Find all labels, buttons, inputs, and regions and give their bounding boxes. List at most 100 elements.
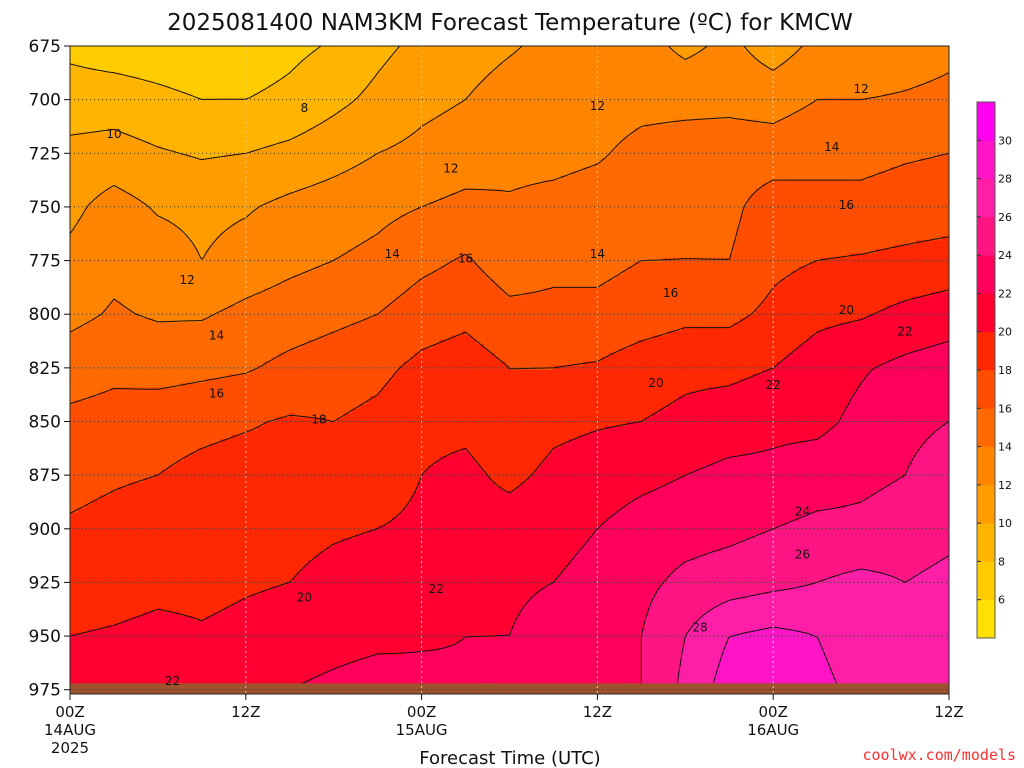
temperature-cell — [249, 63, 253, 68]
temperature-cell — [744, 63, 748, 68]
temperature-cell — [429, 63, 433, 68]
temperature-cell — [367, 98, 371, 103]
temperature-cell — [524, 119, 528, 124]
temperature-cell — [403, 128, 407, 133]
temperature-cell — [227, 111, 231, 116]
temperature-cell — [601, 89, 605, 94]
temperature-cell — [411, 81, 415, 86]
temperature-cell — [905, 111, 909, 116]
temperature-cell — [286, 132, 290, 137]
temperature-cell — [495, 115, 499, 120]
temperature-cell — [799, 50, 803, 55]
temperature-cell — [213, 128, 217, 133]
temperature-cell — [652, 50, 656, 55]
temperature-cell — [542, 132, 546, 137]
temperature-cell — [345, 128, 349, 133]
temperature-cell — [854, 115, 858, 120]
temperature-cell — [400, 72, 404, 77]
temperature-cell — [477, 132, 481, 137]
temperature-cell — [444, 59, 448, 64]
temperature-cell — [206, 85, 210, 90]
temperature-cell — [579, 132, 583, 137]
temperature-cell — [528, 72, 532, 77]
temperature-cell — [876, 106, 880, 111]
temperature-cell — [861, 102, 865, 107]
temperature-cell — [850, 50, 854, 55]
temperature-cell — [810, 59, 814, 64]
temperature-cell — [579, 115, 583, 120]
temperature-cell — [759, 55, 763, 60]
temperature-cell — [337, 59, 341, 64]
temperature-cell — [74, 89, 78, 94]
temperature-cell — [656, 89, 660, 94]
temperature-cell — [341, 72, 345, 77]
temperature-cell — [656, 102, 660, 107]
temperature-cell — [817, 55, 821, 60]
temperature-cell — [737, 128, 741, 133]
temperature-cell — [293, 89, 297, 94]
temperature-cell — [184, 59, 188, 64]
temperature-cell — [784, 68, 788, 73]
temperature-cell — [821, 50, 825, 55]
temperature-cell — [729, 63, 733, 68]
temperature-cell — [118, 106, 122, 111]
temperature-cell — [308, 119, 312, 124]
temperature-cell — [429, 94, 433, 99]
temperature-cell — [619, 50, 623, 55]
temperature-cell — [473, 124, 477, 129]
temperature-cell — [253, 119, 257, 124]
temperature-cell — [854, 68, 858, 73]
temperature-cell — [279, 89, 283, 94]
temperature-cell — [740, 59, 744, 64]
temperature-cell — [539, 76, 543, 81]
temperature-cell — [898, 72, 902, 77]
temperature-cell — [169, 72, 173, 77]
temperature-cell — [169, 132, 173, 137]
temperature-cell — [824, 59, 828, 64]
temperature-cell — [682, 115, 686, 120]
temperature-cell — [70, 102, 74, 107]
temperature-cell — [887, 115, 891, 120]
temperature-cell — [326, 106, 330, 111]
temperature-cell — [70, 115, 74, 120]
temperature-cell — [370, 94, 374, 99]
temperature-cell — [520, 111, 524, 116]
temperature-cell — [447, 111, 451, 116]
temperature-cell — [425, 81, 429, 86]
temperature-cell — [682, 81, 686, 86]
temperature-cell — [187, 68, 191, 73]
temperature-cell — [795, 63, 799, 68]
temperature-cell — [268, 111, 272, 116]
temperature-cell — [821, 106, 825, 111]
temperature-cell — [901, 76, 905, 81]
temperature-cell — [345, 98, 349, 103]
temperature-cell — [110, 94, 114, 99]
temperature-cell — [572, 98, 576, 103]
temperature-cell — [685, 81, 689, 86]
temperature-cell — [612, 89, 616, 94]
temperature-cell — [605, 72, 609, 77]
temperature-cell — [217, 59, 221, 64]
temperature-cell — [627, 128, 631, 133]
temperature-cell — [488, 55, 492, 60]
temperature-cell — [352, 72, 356, 77]
temperature-cell — [564, 76, 568, 81]
temperature-cell — [271, 63, 275, 68]
temperature-cell — [447, 55, 451, 60]
temperature-cell — [575, 132, 579, 137]
temperature-cell — [612, 72, 616, 77]
temperature-cell — [674, 132, 678, 137]
temperature-cell — [374, 81, 378, 86]
temperature-cell — [125, 124, 129, 129]
temperature-cell — [293, 106, 297, 111]
temperature-cell — [484, 55, 488, 60]
temperature-cell — [491, 76, 495, 81]
temperature-cell — [634, 59, 638, 64]
temperature-cell — [517, 55, 521, 60]
temperature-cell — [92, 132, 96, 137]
temperature-cell — [271, 55, 275, 60]
temperature-cell — [147, 76, 151, 81]
temperature-cell — [213, 124, 217, 129]
temperature-cell — [477, 98, 481, 103]
temperature-cell — [605, 94, 609, 99]
